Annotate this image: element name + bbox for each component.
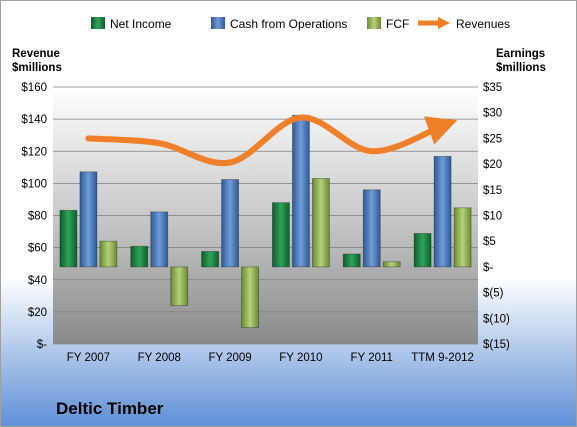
bar-cash-from-operations bbox=[150, 211, 169, 268]
left-tick-label: $20 bbox=[28, 307, 47, 319]
bar-cash-from-operations bbox=[362, 189, 381, 268]
right-tick-label: $30 bbox=[483, 108, 502, 120]
ticks: $- $20 $40 $60 $80 $100 $120 $140 $160 $(15) $(10)… bbox=[21, 82, 510, 364]
bar-fcf bbox=[312, 178, 330, 268]
bar-fcf bbox=[453, 207, 472, 268]
x-tick-label: FY 2008 bbox=[138, 352, 181, 364]
left-axis-title-line1: Revenue bbox=[12, 48, 60, 60]
x-tick-label: FY 2011 bbox=[351, 352, 393, 364]
bars bbox=[59, 114, 472, 328]
left-tick-label: $100 bbox=[21, 178, 47, 190]
chart-title: Deltic Timber bbox=[56, 399, 164, 418]
left-tick-label: $140 bbox=[21, 114, 47, 126]
right-tick-label: $(5) bbox=[483, 288, 504, 300]
bar-net-income bbox=[413, 233, 432, 268]
revenue-line bbox=[85, 114, 458, 167]
right-tick-label: $20 bbox=[483, 159, 502, 171]
legend-label-net-income: Net Income bbox=[110, 17, 172, 31]
bar-fcf bbox=[99, 240, 118, 268]
right-tick-label: $35 bbox=[483, 82, 502, 94]
bar-net-income bbox=[201, 251, 219, 268]
gridlines bbox=[53, 86, 478, 345]
bar-net-income bbox=[59, 209, 78, 268]
right-tick-label: $- bbox=[483, 262, 493, 274]
legend-swatch-cash-from-operations bbox=[211, 17, 225, 29]
bar-cash-from-operations bbox=[79, 171, 98, 268]
bar-cash-from-operations bbox=[433, 155, 452, 268]
left-tick-label: $60 bbox=[28, 243, 47, 255]
legend-label-fcf: FCF bbox=[386, 17, 409, 31]
right-tick-label: $25 bbox=[483, 133, 502, 145]
x-tick-label: FY 2007 bbox=[67, 352, 110, 364]
bar-fcf bbox=[170, 266, 189, 306]
left-tick-label: $120 bbox=[21, 146, 47, 158]
right-axis-title-line1: Earnings bbox=[496, 48, 545, 60]
legend: Net Income Cash from Operations FCF Reve… bbox=[91, 17, 510, 31]
left-tick-label: $40 bbox=[28, 275, 47, 287]
legend-swatch-net-income bbox=[91, 17, 105, 29]
right-tick-label: $5 bbox=[483, 236, 496, 248]
right-tick-label: $15 bbox=[483, 185, 502, 197]
x-tick-label: FY 2009 bbox=[208, 352, 251, 364]
left-axis-title-line2: $millions bbox=[12, 62, 62, 74]
left-tick-label: $160 bbox=[21, 82, 47, 94]
bar-fcf bbox=[241, 266, 259, 328]
left-tick-label: $- bbox=[37, 339, 47, 351]
legend-label-revenues: Revenues bbox=[456, 17, 510, 31]
revenue-line-group bbox=[85, 114, 458, 167]
right-tick-label: $(10) bbox=[483, 313, 510, 325]
legend-label-cash-from-operations: Cash from Operations bbox=[230, 17, 347, 31]
right-axis-title-line2: $millions bbox=[496, 62, 546, 74]
left-tick-label: $80 bbox=[28, 211, 47, 223]
bar-net-income bbox=[130, 245, 149, 268]
bar-net-income bbox=[272, 202, 290, 268]
right-tick-label: $10 bbox=[483, 211, 502, 223]
legend-swatch-revenues-arrowhead bbox=[438, 17, 450, 29]
bar-cash-from-operations bbox=[292, 114, 310, 268]
bar-net-income bbox=[342, 253, 361, 268]
x-tick-label: FY 2010 bbox=[279, 352, 322, 364]
bar-fcf bbox=[382, 261, 401, 268]
legend-swatch-fcf bbox=[367, 17, 381, 29]
right-tick-label: $(15) bbox=[483, 339, 510, 351]
bar-cash-from-operations bbox=[221, 179, 239, 268]
x-tick-label: TTM 9-2012 bbox=[411, 352, 474, 364]
